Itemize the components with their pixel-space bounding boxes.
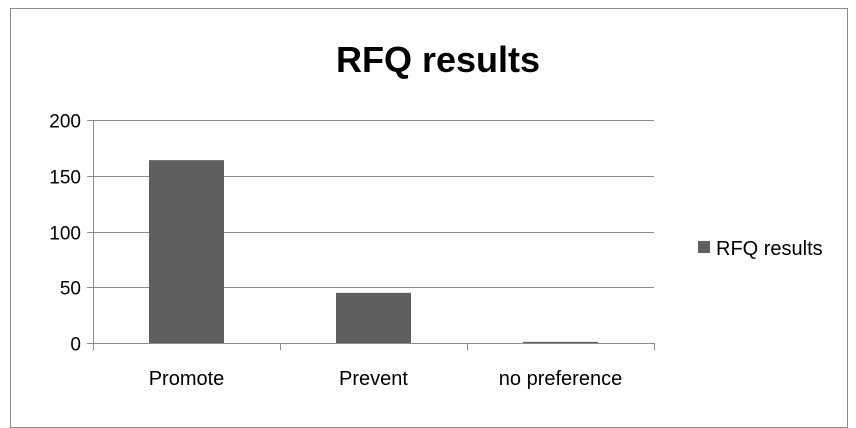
bar-promote: [149, 160, 224, 343]
chart-canvas: RFQ results 0 50 100 150 200 Promote Prevent n…: [49, 39, 823, 390]
x-tick-label: Promote: [149, 368, 225, 390]
legend-label: RFQ results: [716, 238, 823, 260]
x-tick-labels: Promote Prevent no preference: [149, 368, 623, 390]
y-tick-label: 0: [70, 335, 81, 356]
legend-swatch: [698, 241, 710, 253]
x-tick-label: Prevent: [339, 368, 408, 390]
bar-prevent: [336, 292, 411, 343]
y-tick-label: 200: [49, 112, 81, 133]
y-tick-label: 150: [49, 168, 81, 189]
y-tick-label: 100: [49, 224, 81, 245]
legend: RFQ results: [698, 238, 823, 260]
y-tick-label: 50: [60, 279, 81, 300]
bar-no-preference: [523, 341, 598, 343]
y-tick-labels: 0 50 100 150 200: [49, 112, 81, 356]
chart-title: RFQ results: [336, 39, 540, 80]
axes: [87, 120, 655, 350]
bars: [149, 160, 598, 343]
x-tick-label: no preference: [499, 368, 622, 390]
